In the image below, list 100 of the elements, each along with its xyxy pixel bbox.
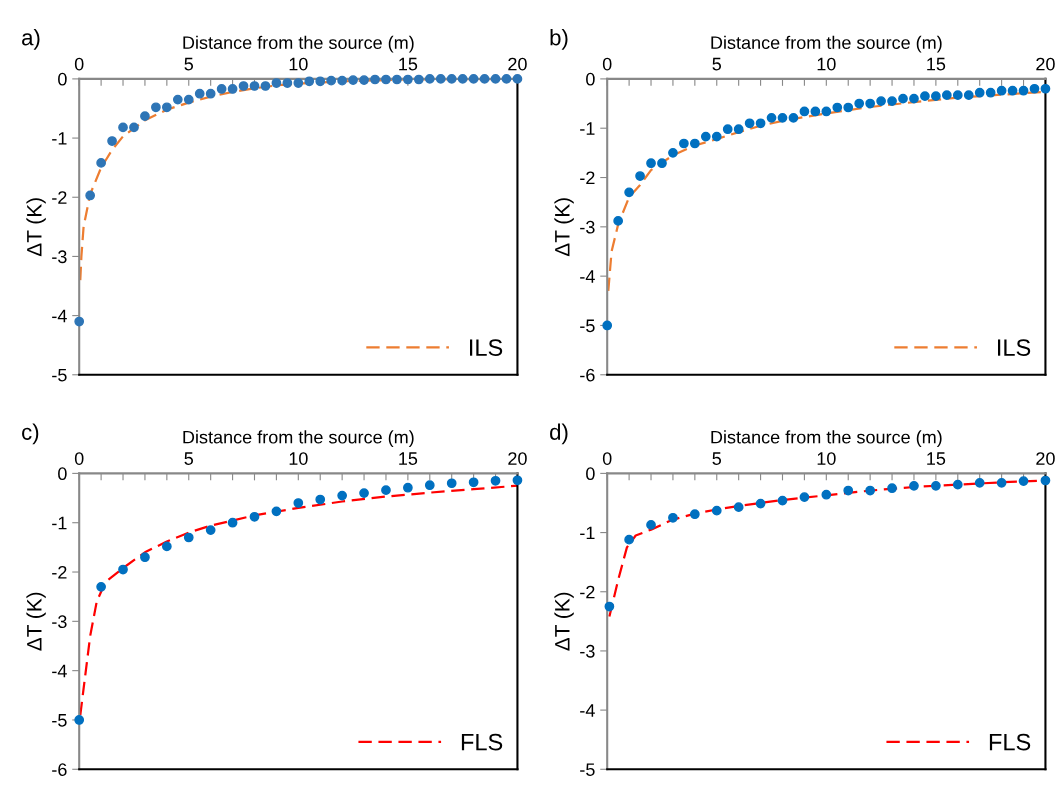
- point: [293, 78, 304, 88]
- point: [96, 581, 106, 592]
- point: [183, 532, 194, 543]
- y-tick-label: -3: [580, 644, 595, 658]
- point: [512, 74, 523, 84]
- legend-label: FLS: [461, 733, 503, 751]
- chart-title: c): [22, 423, 39, 445]
- point: [668, 512, 678, 523]
- point: [898, 93, 908, 104]
- point: [271, 78, 282, 88]
- y-tick-label: -2: [52, 191, 67, 204]
- point: [140, 552, 150, 563]
- point: [1040, 475, 1051, 486]
- point: [1040, 83, 1051, 94]
- x-tick-label: 5: [712, 452, 722, 465]
- y-tick-label: -1: [52, 516, 67, 530]
- point: [679, 138, 689, 149]
- point: [194, 88, 205, 99]
- point: [381, 74, 391, 85]
- point: [512, 475, 523, 486]
- point: [424, 480, 435, 491]
- y-tick-label: -1: [52, 132, 67, 145]
- point: [985, 87, 996, 98]
- point: [821, 489, 832, 500]
- y-tick-label: -2: [52, 565, 67, 579]
- point: [963, 90, 974, 101]
- point: [315, 494, 326, 505]
- point: [359, 488, 369, 498]
- point: [161, 541, 172, 552]
- point: [326, 75, 337, 86]
- y-tick-label: 0: [58, 467, 67, 481]
- point: [479, 74, 490, 84]
- point: [501, 74, 512, 84]
- point: [744, 118, 755, 129]
- point: [843, 102, 854, 113]
- y-tick-label: -2: [580, 585, 595, 599]
- point: [413, 74, 424, 85]
- y-tick-label: -3: [52, 615, 67, 629]
- point: [205, 88, 216, 99]
- point: [689, 509, 700, 520]
- point: [140, 111, 150, 122]
- point: [348, 75, 358, 85]
- point: [392, 74, 402, 85]
- point: [865, 485, 876, 496]
- point: [941, 90, 952, 101]
- y-tick-label: 0: [58, 72, 67, 86]
- point: [260, 81, 271, 91]
- y-tick-label: -1: [580, 122, 595, 135]
- x-tick-label: 10: [817, 57, 836, 71]
- point: [952, 479, 963, 490]
- point: [733, 124, 744, 135]
- point: [766, 112, 777, 123]
- legend-label: FLS: [989, 733, 1031, 751]
- chart-title: b): [550, 29, 568, 50]
- chart-title: a): [22, 29, 40, 50]
- point: [403, 482, 413, 493]
- point: [1018, 476, 1029, 486]
- point: [602, 320, 613, 331]
- point: [370, 74, 380, 85]
- point: [952, 90, 963, 101]
- point: [996, 478, 1007, 488]
- point: [689, 138, 700, 149]
- point: [887, 96, 897, 106]
- y-tick-label: -5: [580, 763, 595, 776]
- x-tick-label: 10: [289, 57, 308, 71]
- legend-label: ILS: [998, 339, 1031, 356]
- point: [304, 76, 315, 87]
- point: [315, 76, 326, 87]
- point: [996, 85, 1007, 96]
- y-tick-label: 0: [586, 467, 595, 481]
- point: [604, 601, 615, 612]
- point: [974, 478, 985, 488]
- point: [810, 106, 821, 117]
- point: [249, 511, 260, 522]
- x-tick-label: 15: [927, 57, 946, 71]
- y-tick-label: -6: [52, 763, 67, 776]
- point: [446, 74, 457, 84]
- y-tick-label: -2: [580, 171, 595, 185]
- point: [821, 106, 832, 117]
- point: [920, 91, 930, 102]
- y-tick-label: -4: [580, 704, 595, 717]
- point: [909, 480, 919, 491]
- x-tick-label: 20: [1036, 452, 1055, 465]
- y-tick-label: -3: [52, 250, 67, 264]
- y-tick-label: -1: [580, 526, 595, 540]
- x-tick-label: 15: [399, 452, 418, 465]
- point: [1029, 83, 1040, 94]
- x-tick-label: 15: [399, 57, 418, 71]
- y-tick-label: -5: [52, 714, 67, 727]
- point: [74, 715, 85, 725]
- point: [161, 102, 172, 113]
- point: [733, 502, 744, 512]
- y-tick-label: -3: [580, 220, 595, 234]
- x-axis-title: Distance from the source (m): [183, 430, 414, 448]
- x-axis-title: Distance from the source (m): [183, 35, 414, 53]
- point: [624, 534, 634, 545]
- point: [205, 525, 216, 535]
- x-tick-label: 0: [74, 452, 84, 465]
- point: [118, 122, 128, 133]
- point: [282, 78, 293, 88]
